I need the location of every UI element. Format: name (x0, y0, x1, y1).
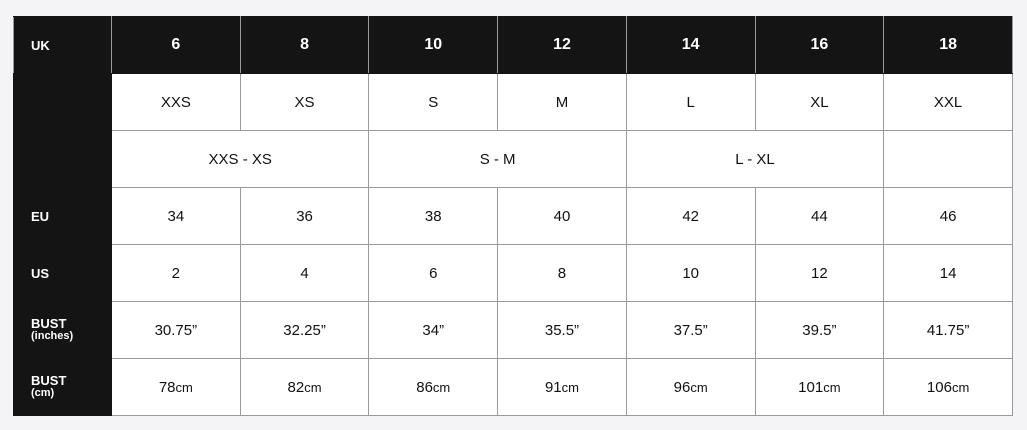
row-label: US (13, 244, 112, 302)
cell: XL (754, 73, 885, 131)
cell: 42 (625, 187, 756, 245)
uk-size: 14 (625, 16, 756, 74)
row-label: BUST (cm) (13, 358, 112, 416)
uk-size: 10 (368, 16, 499, 74)
cell: 6 (368, 244, 499, 302)
letter-size-row: XXS XS S M L XL XXL (13, 73, 1013, 131)
cell: S - M (368, 130, 627, 188)
value: 82 (287, 378, 305, 396)
unit: cm (304, 379, 322, 395)
cell: M (497, 73, 627, 131)
label-main: BUST (31, 373, 67, 388)
cell: 14 (883, 244, 1013, 302)
cell: S (368, 73, 499, 131)
unit: cm (432, 379, 451, 395)
cell: L (625, 73, 756, 131)
us-row: US 2 4 6 8 10 12 14 (13, 244, 1013, 302)
cell: 35.5” (497, 301, 627, 359)
value: 101 (798, 378, 824, 396)
uk-size: 6 (111, 16, 241, 74)
cell: 41.75” (883, 301, 1013, 359)
row-label: UK (13, 16, 112, 74)
cell: XXS (111, 73, 241, 131)
cell: 12 (754, 244, 885, 302)
cell: 96cm (625, 358, 756, 416)
unit: cm (823, 379, 841, 395)
cell: 32.25” (239, 301, 370, 359)
size-chart-table: UK 6 8 10 12 14 16 18 XXS XS S M L XL XX… (13, 16, 1013, 416)
cell: 34” (368, 301, 499, 359)
value: 78 (158, 378, 176, 396)
cell: 36 (239, 187, 370, 245)
row-label: BUST (inches) (13, 301, 112, 359)
bust-inches-row: BUST (inches) 30.75” 32.25” 34” 35.5” 37.… (13, 301, 1013, 359)
cell: 106cm (883, 358, 1013, 416)
value: 96 (673, 378, 691, 396)
cell: 44 (754, 187, 885, 245)
cell: 4 (239, 244, 370, 302)
uk-size: 12 (497, 16, 627, 74)
cell: 46 (883, 187, 1013, 245)
range-size-row: XXS - XS S - M L - XL (13, 130, 1013, 188)
cell (883, 130, 1013, 188)
unit: cm (561, 379, 579, 395)
value: 91 (544, 378, 562, 396)
row-label (13, 130, 112, 188)
cell: 101cm (754, 358, 885, 416)
cell: 8 (497, 244, 627, 302)
unit: cm (690, 379, 708, 395)
label-sub: (cm) (31, 387, 55, 399)
cell: 30.75” (111, 301, 241, 359)
cell: 34 (111, 187, 241, 245)
unit: cm (175, 379, 193, 395)
uk-row: UK 6 8 10 12 14 16 18 (13, 16, 1013, 74)
label-sub: (inches) (31, 330, 74, 342)
cell: 86cm (368, 358, 499, 416)
uk-size: 8 (239, 16, 370, 74)
row-label: EU (13, 187, 112, 245)
cell: 39.5” (754, 301, 885, 359)
cell: 2 (111, 244, 241, 302)
cell: XXS - XS (110, 130, 370, 188)
cell: 78cm (111, 358, 241, 416)
cell: XXL (883, 73, 1013, 131)
value: 106 (926, 378, 952, 396)
unit: cm (951, 379, 970, 395)
cell: 91cm (497, 358, 627, 416)
eu-row: EU 34 36 38 40 42 44 46 (13, 187, 1013, 245)
cell: 82cm (239, 358, 370, 416)
cell: 40 (497, 187, 627, 245)
cell: 38 (368, 187, 499, 245)
bust-cm-row: BUST (cm) 78cm 82cm 86cm 91cm 96cm 101cm … (13, 358, 1013, 416)
cell: 10 (625, 244, 756, 302)
cell: XS (239, 73, 370, 131)
cell: 37.5” (625, 301, 756, 359)
label-main: BUST (31, 316, 67, 331)
cell: L - XL (625, 130, 885, 188)
uk-size: 16 (754, 16, 885, 74)
row-label (13, 73, 112, 131)
value: 86 (416, 378, 433, 396)
uk-size: 18 (883, 16, 1013, 74)
